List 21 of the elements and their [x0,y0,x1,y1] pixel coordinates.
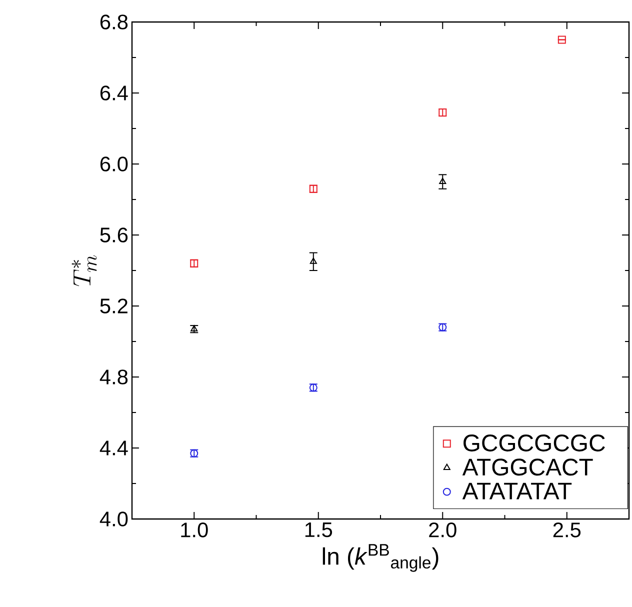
x-tick-label: 2.0 [429,522,456,538]
y-tick-label: 4.0 [100,512,128,526]
legend-label: GCGCGCGC [464,434,605,452]
y-tick-label: 4.8 [100,370,128,384]
x-tick-label: 1.0 [181,522,208,538]
y-axis-title: $T^{*}_{m}$ [72,255,97,286]
x-axis-title: ln (k$^{BB}$$_{angle}$) [322,544,438,572]
point [190,325,198,332]
y-tick-label: 6.0 [100,156,128,172]
y-tick-label: 5.6 [100,228,128,242]
y-tick-label: 5.2 [100,298,128,314]
x-tick-label: 2.5 [553,522,581,538]
point [558,36,566,44]
y-tick-label: 6.4 [100,86,128,100]
y-tick-label: 6.8 [100,14,128,30]
y-tick-label: 4.4 [100,440,128,456]
point [439,178,446,184]
legend-label: ATATATAT [462,482,572,500]
legend-label: ATGGCACT [462,458,593,476]
x-tick-label: 1.5 [305,522,332,538]
point [310,258,317,264]
